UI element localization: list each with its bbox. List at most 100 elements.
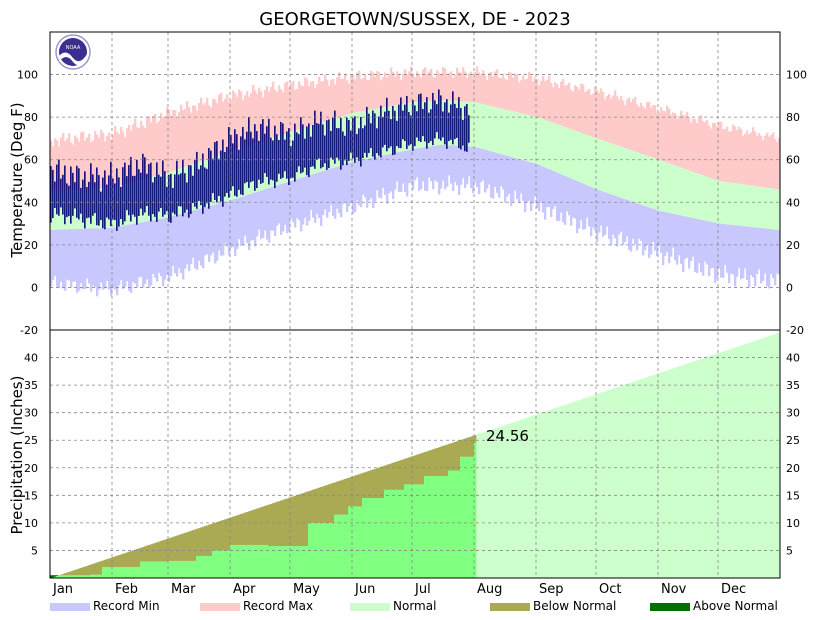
record-max-bar — [356, 72, 359, 113]
normal-range-bar — [504, 109, 507, 156]
normal-precipitation-bar — [650, 375, 653, 578]
normal-range-bar — [588, 135, 591, 187]
below-normal-bar — [266, 505, 269, 545]
record-min-bar — [238, 197, 241, 240]
below-normal-bar — [170, 537, 173, 561]
below-normal-bar — [236, 515, 239, 545]
below-normal-bar — [462, 439, 465, 457]
record-min-bar — [434, 145, 437, 181]
below-normal-bar — [232, 516, 235, 545]
record-min-bar — [528, 161, 531, 201]
month-label: Aug — [477, 582, 502, 597]
record-max-bar — [582, 84, 585, 134]
observed-temperature-bar — [236, 134, 238, 197]
observed-precipitation-bar — [268, 546, 271, 578]
record-max-bar — [414, 77, 417, 103]
observed-temperature-bar — [382, 117, 384, 148]
record-min-bar — [88, 228, 91, 284]
record-max-bar — [292, 80, 295, 132]
observed-precipitation-bar — [248, 544, 251, 578]
record-max-bar — [770, 135, 773, 189]
normal-precipitation-bar — [612, 388, 615, 578]
record-max-bar — [552, 87, 555, 123]
below-normal-bar — [282, 499, 285, 547]
record-max-bar — [72, 144, 75, 191]
below-normal-bar — [364, 472, 367, 499]
record-max-bar — [658, 112, 661, 160]
record-max-bar — [54, 138, 57, 192]
normal-precipitation-bar — [584, 398, 587, 578]
record-min-bar — [254, 192, 257, 247]
record-max-bar — [708, 125, 711, 178]
normal-range-bar — [764, 187, 767, 229]
normal-precipitation-bar — [556, 407, 559, 578]
temperature-tick-label-left: -20 — [20, 324, 38, 337]
record-max-bar — [558, 87, 561, 125]
record-max-bar — [70, 142, 73, 191]
record-max-bar — [290, 83, 293, 133]
observed-precipitation-bar — [164, 561, 167, 578]
normal-range-bar — [652, 157, 655, 209]
normal-range-bar — [646, 155, 649, 207]
observed-temperature-bar — [356, 133, 358, 158]
record-min-bar — [706, 221, 709, 265]
normal-range-bar — [700, 174, 703, 220]
observed-precipitation-bar — [84, 575, 87, 578]
observed-temperature-bar — [216, 141, 218, 203]
observed-precipitation-bar — [334, 514, 337, 578]
observed-temperature-bar — [112, 178, 114, 220]
normal-precipitation-bar — [728, 349, 731, 578]
record-min-bar — [752, 227, 755, 278]
record-max-bar — [114, 126, 117, 187]
record-min-bar — [308, 175, 311, 221]
record-max-bar — [550, 82, 553, 123]
record-min-bar — [698, 219, 701, 264]
below-normal-bar — [92, 563, 95, 575]
record-max-bar — [318, 76, 321, 124]
normal-range-bar — [714, 179, 717, 223]
record-min-bar — [316, 172, 319, 214]
record-max-bar — [438, 72, 441, 101]
observed-precipitation-bar — [394, 489, 397, 578]
observed-temperature-bar — [338, 128, 340, 161]
record-max-bar — [424, 67, 427, 102]
observed-precipitation-bar — [226, 550, 229, 578]
record-min-bar — [666, 212, 669, 253]
precipitation-tick-label-left: 15 — [24, 489, 38, 502]
record-min-bar — [432, 146, 435, 190]
record-max-bar — [538, 85, 541, 118]
record-max-bar — [412, 73, 415, 103]
observed-temperature-bar — [60, 178, 62, 208]
record-min-bar — [582, 183, 585, 230]
record-min-bar — [360, 160, 363, 208]
record-max-bar — [370, 70, 373, 110]
observed-temperature-bar — [312, 124, 314, 167]
observed-precipitation-bar — [172, 560, 175, 578]
record-max-bar — [476, 66, 479, 103]
record-max-bar — [442, 67, 445, 101]
observed-precipitation-bar — [378, 498, 381, 578]
month-label: Jul — [414, 582, 431, 597]
normal-range-bar — [550, 122, 553, 170]
below-normal-bar — [280, 500, 283, 547]
record-max-bar — [192, 105, 195, 165]
normal-precipitation-bar — [618, 386, 621, 578]
observed-temperature-bar — [202, 153, 204, 214]
record-min-bar — [192, 210, 195, 258]
observed-precipitation-bar — [276, 546, 279, 578]
record-min-bar — [532, 162, 535, 204]
below-normal-bar — [172, 536, 175, 561]
record-min-bar — [204, 207, 207, 256]
record-max-bar — [684, 115, 687, 169]
observed-precipitation-bar — [388, 489, 391, 578]
record-min-bar — [638, 203, 641, 239]
legend-swatch — [200, 603, 240, 611]
normal-precipitation-bar — [610, 389, 613, 578]
record-min-bar — [444, 145, 447, 190]
record-min-bar — [294, 179, 297, 228]
observed-temperature-bar — [250, 131, 252, 183]
record-max-bar — [502, 73, 505, 109]
record-max-bar — [168, 109, 171, 173]
normal-range-bar — [674, 165, 677, 215]
observed-precipitation-bar — [270, 546, 273, 578]
